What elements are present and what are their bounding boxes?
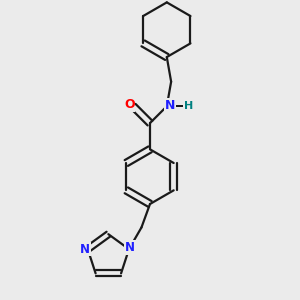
Text: O: O xyxy=(124,98,134,111)
Text: N: N xyxy=(165,99,175,112)
Text: N: N xyxy=(125,241,135,254)
Text: N: N xyxy=(80,243,90,256)
Text: H: H xyxy=(184,101,193,111)
